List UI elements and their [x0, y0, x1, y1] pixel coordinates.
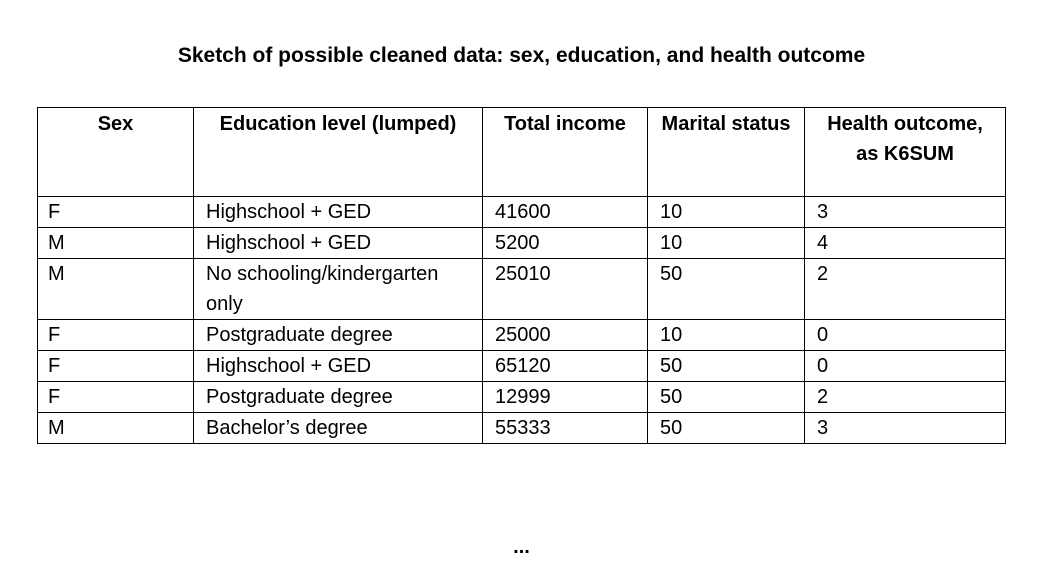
- data-table: Sex Education level (lumped) Total incom…: [37, 107, 1006, 444]
- table-row: F Highschool + GED 65120 50 0: [37, 350, 1006, 382]
- cell-marital-status: 50: [647, 381, 805, 413]
- table-header-row: Sex Education level (lumped) Total incom…: [37, 107, 1006, 197]
- table-row: F Postgraduate degree 25000 10 0: [37, 319, 1006, 351]
- cell-sex: F: [37, 381, 194, 413]
- cell-sex: F: [37, 196, 194, 228]
- cell-health-outcome: 2: [804, 258, 1006, 320]
- cell-education: No schooling/kindergarten only: [193, 258, 483, 320]
- cell-marital-status: 50: [647, 258, 805, 320]
- column-header-health-outcome: Health outcome, as K6SUM: [804, 107, 1006, 197]
- cell-sex: M: [37, 227, 194, 259]
- cell-income: 55333: [482, 412, 648, 444]
- table-row: F Postgraduate degree 12999 50 2: [37, 381, 1006, 413]
- page-title: Sketch of possible cleaned data: sex, ed…: [177, 44, 866, 67]
- table-row: F Highschool + GED 41600 10 3: [37, 196, 1006, 228]
- cell-education: Postgraduate degree: [193, 319, 483, 351]
- cell-health-outcome: 2: [804, 381, 1006, 413]
- continuation-ellipsis: ...: [513, 536, 530, 558]
- cell-income: 41600: [482, 196, 648, 228]
- cell-marital-status: 50: [647, 412, 805, 444]
- cell-marital-status: 10: [647, 319, 805, 351]
- cell-sex: F: [37, 319, 194, 351]
- cell-marital-status: 10: [647, 196, 805, 228]
- cell-sex: M: [37, 258, 194, 320]
- table-row: M No schooling/kindergarten only 25010 5…: [37, 258, 1006, 320]
- table-row: M Bachelor’s degree 55333 50 3: [37, 412, 1006, 444]
- cell-health-outcome: 0: [804, 350, 1006, 382]
- cell-sex: F: [37, 350, 194, 382]
- column-header-sex: Sex: [37, 107, 194, 197]
- cell-health-outcome: 4: [804, 227, 1006, 259]
- cell-income: 12999: [482, 381, 648, 413]
- cell-education: Highschool + GED: [193, 350, 483, 382]
- column-header-total-income: Total income: [482, 107, 648, 197]
- cell-education: Highschool + GED: [193, 227, 483, 259]
- cell-marital-status: 50: [647, 350, 805, 382]
- cell-education: Postgraduate degree: [193, 381, 483, 413]
- column-header-marital-status: Marital status: [647, 107, 805, 197]
- cell-sex: M: [37, 412, 194, 444]
- cell-health-outcome: 3: [804, 412, 1006, 444]
- cell-health-outcome: 0: [804, 319, 1006, 351]
- cell-income: 25000: [482, 319, 648, 351]
- column-header-education-level: Education level (lumped): [193, 107, 483, 197]
- cell-marital-status: 10: [647, 227, 805, 259]
- cell-health-outcome: 3: [804, 196, 1006, 228]
- cell-income: 25010: [482, 258, 648, 320]
- table-row: M Highschool + GED 5200 10 4: [37, 227, 1006, 259]
- cell-education: Highschool + GED: [193, 196, 483, 228]
- cell-income: 65120: [482, 350, 648, 382]
- cell-income: 5200: [482, 227, 648, 259]
- cell-education: Bachelor’s degree: [193, 412, 483, 444]
